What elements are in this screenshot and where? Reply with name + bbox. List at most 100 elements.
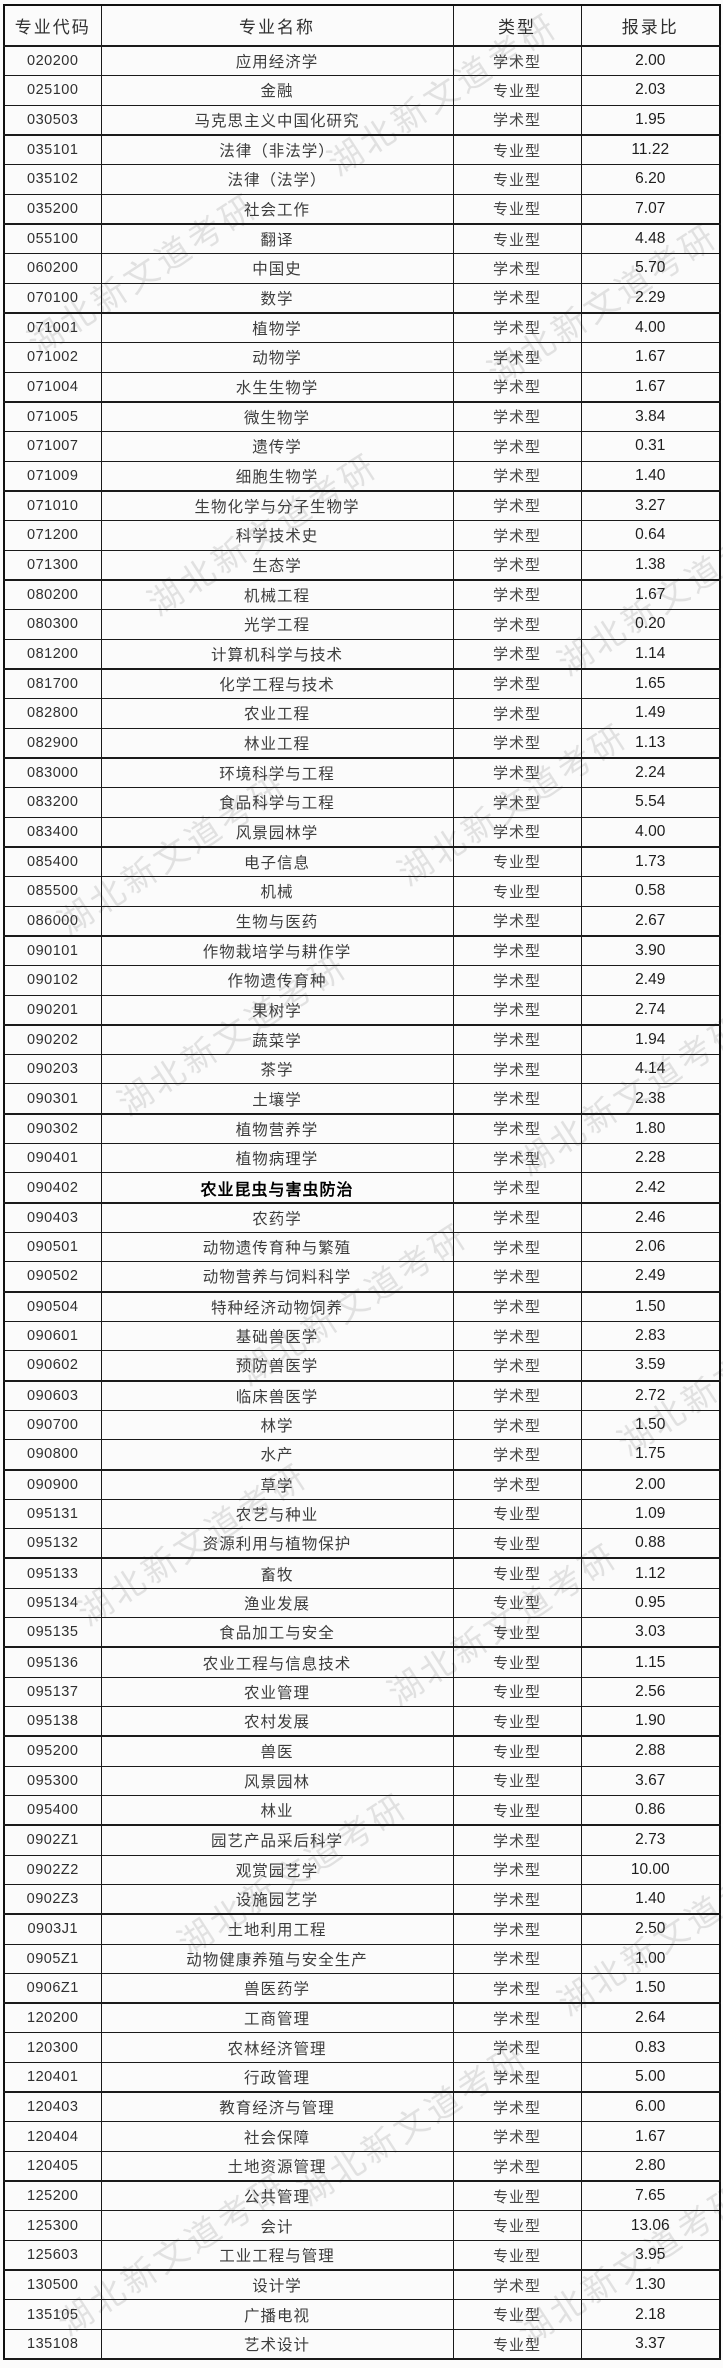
table-row: 0903J1 土地利用工程 学术型 2.50 [3,1913,721,1945]
table-row: 090601 基础兽医学 学术型 2.83 [3,1320,721,1352]
cell-ratio: 2.83 [580,1320,721,1352]
table-row: 035102 法律（法学） 专业型 6.20 [3,164,721,195]
cell-ratio: 2.42 [580,1172,721,1204]
table-row: 095400 林业 专业型 0.86 [3,1795,721,1827]
cell-ratio: 2.29 [580,282,721,314]
cell-major-code: 095138 [3,1706,102,1738]
cell-ratio: 4.14 [580,1053,721,1085]
table-row: 090201 果树学 学术型 2.74 [3,994,721,1026]
cell-ratio: 11.22 [580,134,721,166]
cell-major-code: 095134 [3,1587,102,1619]
cell-ratio: 0.20 [580,608,721,640]
cell-major-name: 作物栽培学与耕作学 [100,935,454,966]
cell-type: 专业型 [452,2210,582,2242]
cell-major-name: 机械工程 [100,579,454,610]
table-row: 086000 生物与医药 学术型 2.67 [3,905,721,937]
cell-major-name: 植物病理学 [100,1142,454,1174]
cell-major-name: 临床兽医学 [100,1380,454,1411]
cell-major-code: 090102 [3,964,102,996]
table-row: 095136 农业工程与信息技术 专业型 1.15 [3,1646,721,1678]
cell-ratio: 3.27 [580,490,721,521]
cell-major-code: 130500 [3,2269,102,2301]
cell-ratio: 1.67 [580,371,721,403]
cell-type: 学术型 [452,757,582,788]
cell-ratio: 1.73 [580,846,721,877]
cell-major-code: 071009 [3,460,102,492]
table-row: 120300 农林经济管理 学术型 0.83 [3,2032,721,2064]
cell-type: 学术型 [452,253,582,284]
cell-major-name: 预防兽医学 [100,1350,454,1382]
table-row: 090501 动物遗传育种与繁殖 学术型 2.06 [3,1231,721,1263]
cell-ratio: 2.24 [580,757,721,788]
cell-type: 专业型 [452,164,582,195]
table-row: 0902Z2 观赏园艺学 学术型 10.00 [3,1854,721,1886]
cell-type: 专业型 [452,2180,582,2212]
cell-ratio: 2.73 [580,1824,721,1856]
cell-type: 学术型 [452,1973,582,2005]
cell-type: 专业型 [452,1795,582,1827]
cell-major-name: 草学 [100,1469,454,1500]
cell-ratio: 1.40 [580,460,721,492]
cell-major-code: 071001 [3,312,102,344]
cell-ratio: 1.90 [580,1706,721,1738]
table-header: 专业代码 专业名称 类型 报录比 [3,4,721,47]
cell-ratio: 6.00 [580,2091,721,2123]
cell-ratio: 13.06 [580,2210,721,2242]
cell-type: 学术型 [452,2269,582,2301]
cell-type: 学术型 [452,549,582,581]
cell-major-code: 0902Z2 [3,1854,102,1886]
cell-ratio: 1.15 [580,1646,721,1678]
table-row: 020200 应用经济学 学术型 2.00 [3,45,721,77]
cell-major-code: 090601 [3,1320,102,1352]
cell-type: 学术型 [452,1854,582,1886]
cell-major-name: 农业管理 [100,1676,454,1708]
cell-ratio: 4.00 [580,816,721,848]
cell-ratio: 2.38 [580,1083,721,1115]
table-row: 030503 马克思主义中国化研究 学术型 1.95 [3,104,721,136]
cell-ratio: 2.18 [580,2299,721,2331]
cell-type: 专业型 [452,134,582,166]
cell-ratio: 1.49 [580,697,721,729]
table-row: 090403 农药学 学术型 2.46 [3,1202,721,1233]
cell-ratio: 7.07 [580,193,721,225]
cell-ratio: 5.54 [580,786,721,818]
cell-major-name: 动物学 [100,342,454,373]
cell-major-code: 125200 [3,2180,102,2212]
cell-major-code: 090504 [3,1291,102,1322]
table-row: 090202 蔬菜学 学术型 1.94 [3,1024,721,1055]
cell-major-name: 农药学 [100,1202,454,1233]
cell-major-code: 082800 [3,697,102,729]
table-row: 083400 风景园林学 学术型 4.00 [3,816,721,848]
cell-major-name: 艺术设计 [100,2329,454,2361]
cell-major-name: 遗传学 [100,431,454,462]
cell-major-name: 设计学 [100,2269,454,2301]
cell-type: 专业型 [452,1765,582,1797]
cell-major-code: 090402 [3,1172,102,1204]
cell-major-code: 090403 [3,1202,102,1233]
cell-major-name: 数学 [100,282,454,314]
cell-type: 学术型 [452,816,582,848]
cell-type: 学术型 [452,1409,582,1441]
table-row: 055100 翻译 专业型 4.48 [3,223,721,255]
cell-ratio: 1.65 [580,668,721,699]
cell-major-code: 083200 [3,786,102,818]
table-row: 071007 遗传学 学术型 0.31 [3,431,721,462]
cell-type: 学术型 [452,608,582,640]
table-row: 0905Z1 动物健康养殖与安全生产 学术型 1.00 [3,1943,721,1975]
cell-major-code: 071300 [3,549,102,581]
cell-major-name: 机械 [100,875,454,907]
table-row: 085500 机械 专业型 0.58 [3,875,721,907]
table-row: 090504 特种经济动物饲养 学术型 1.50 [3,1291,721,1322]
table-row: 095131 农艺与种业 专业型 1.09 [3,1498,721,1530]
cell-major-code: 090700 [3,1409,102,1441]
cell-type: 学术型 [452,1469,582,1500]
cell-major-name: 土壤学 [100,1083,454,1115]
cell-major-name: 植物学 [100,312,454,344]
table-row: 095135 食品加工与安全 专业型 3.03 [3,1617,721,1649]
cell-type: 专业型 [452,1498,582,1530]
cell-major-code: 090401 [3,1142,102,1174]
cell-ratio: 3.95 [580,2240,721,2272]
cell-type: 学术型 [452,282,582,314]
cell-major-code: 095135 [3,1617,102,1649]
cell-major-name: 蔬菜学 [100,1024,454,1055]
